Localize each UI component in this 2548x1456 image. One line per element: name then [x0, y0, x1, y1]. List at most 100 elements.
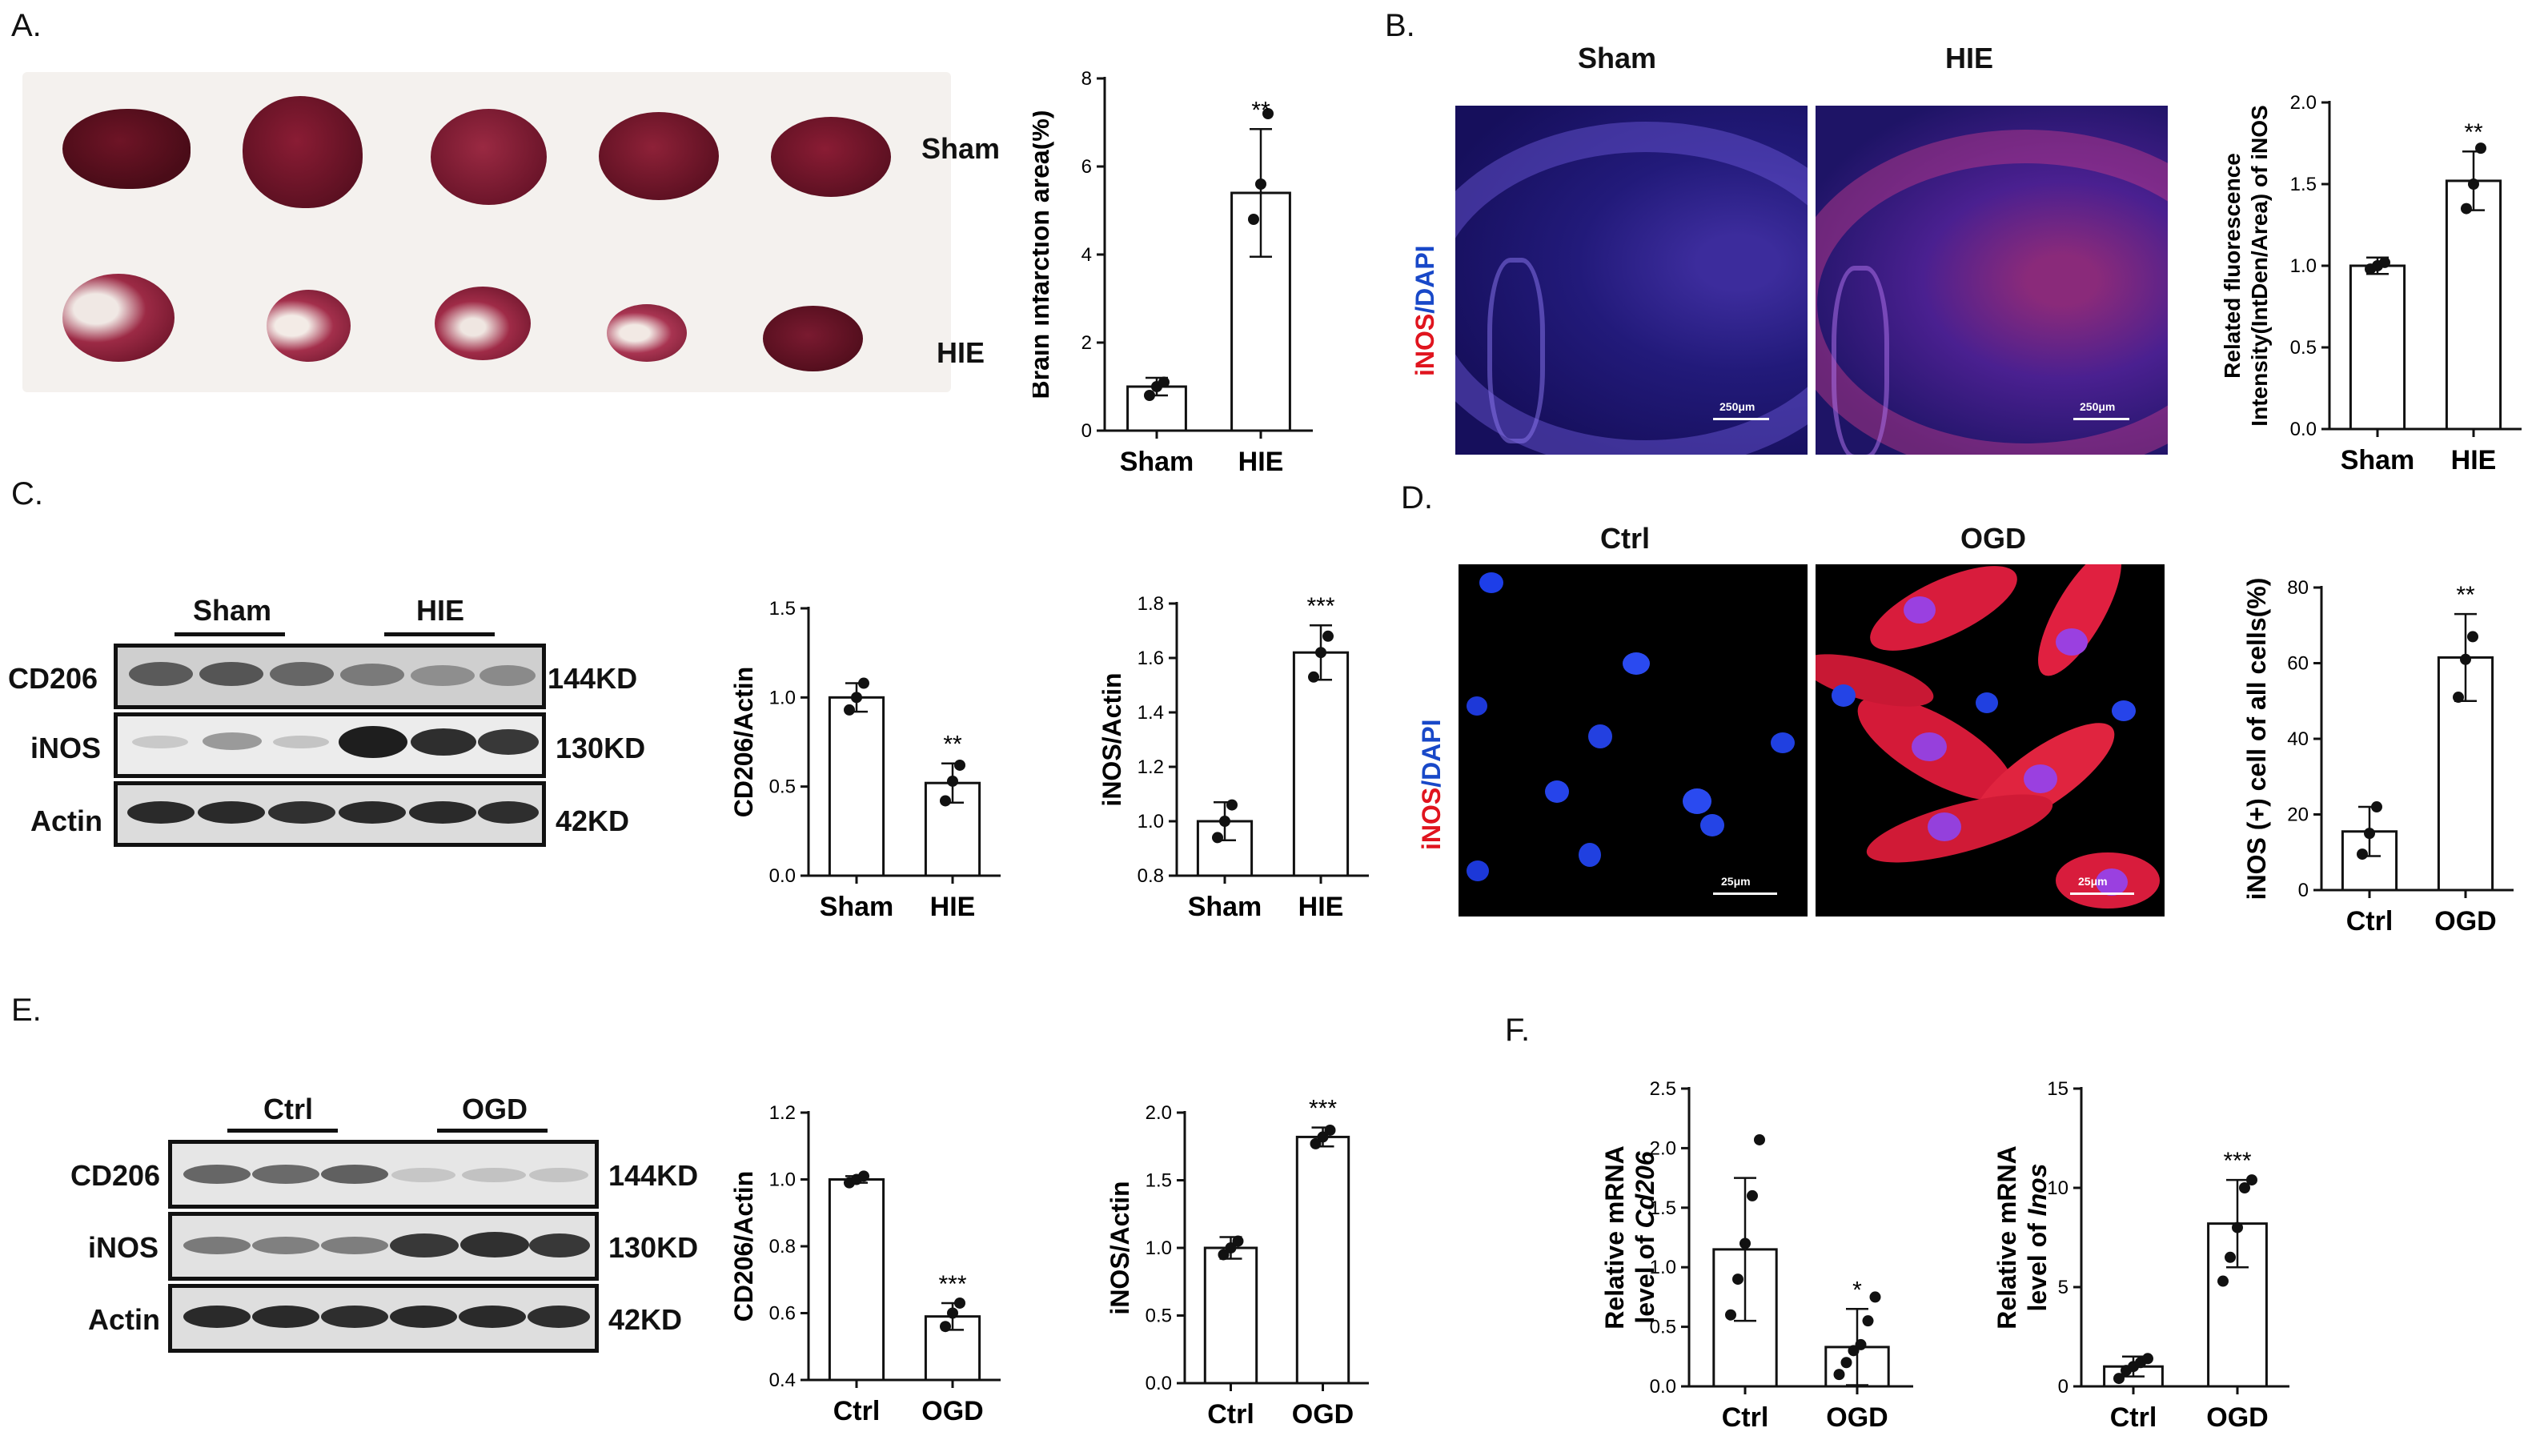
y-tick-label: 0 — [2058, 1376, 2068, 1398]
y-axis-label: Related fluorescence — [2220, 153, 2245, 379]
data-point — [1754, 1133, 1765, 1145]
y-tick-label: 4 — [1081, 244, 1092, 266]
scale-text: 25μm — [1721, 875, 1751, 888]
y-tick-label: 20 — [2287, 804, 2309, 826]
scale-bar — [2073, 418, 2129, 420]
data-point — [2217, 1275, 2229, 1287]
data-point — [1308, 671, 1319, 683]
chart-e-cd206: 0.4 0.6 0.8 1.0 1.2 Ctrl OGD *** CD206/Actin — [729, 1102, 1001, 1426]
bar — [2349, 264, 2406, 431]
data-point — [1862, 1315, 1874, 1327]
data-point — [844, 704, 855, 716]
data-point — [2246, 1174, 2257, 1186]
data-point — [851, 692, 862, 704]
y-tick-label: 0.5 — [1650, 1317, 1676, 1338]
y-tick-label: 1.5 — [1146, 1170, 1172, 1192]
group-label-sham: Sham — [192, 594, 272, 627]
size-label: 42KD — [608, 1303, 683, 1336]
group-label-ogd: OGD — [461, 1093, 528, 1125]
y-axis-label-text: level of — [1631, 1228, 1659, 1323]
tissue-layer — [1832, 266, 1889, 455]
data-point — [940, 795, 951, 807]
micrograph-sham: 250μm — [1455, 106, 1808, 455]
scale-text: 250μm — [2080, 400, 2116, 413]
y-tick-label: 0 — [1081, 420, 1092, 442]
brain-slice — [431, 109, 547, 205]
y-axis-label-gene: Cd206 — [1631, 1151, 1659, 1228]
data-point — [2467, 631, 2478, 643]
stain-blue: DAPI — [1410, 245, 1439, 307]
y-tick-label: 0.5 — [1146, 1306, 1172, 1327]
data-point — [1225, 1242, 1237, 1253]
y-tick-label: 0.8 — [1138, 865, 1164, 887]
y-tick-label: 15 — [2047, 1078, 2068, 1100]
bar — [828, 696, 885, 877]
data-point — [1262, 108, 1274, 119]
group-bar — [437, 1129, 548, 1133]
data-point — [2379, 256, 2390, 268]
scale-text: 25μm — [2078, 875, 2108, 888]
significance-mark: * — [1852, 1277, 1862, 1303]
blot-inos — [114, 712, 546, 778]
y-tick-label: 1.8 — [1138, 593, 1164, 615]
brain-slice — [435, 287, 531, 360]
y-tick-label: 2.5 — [1650, 1078, 1676, 1100]
bar — [828, 1178, 885, 1382]
data-point — [1310, 1137, 1322, 1149]
data-point — [1158, 376, 1170, 388]
data-point — [1226, 799, 1238, 811]
x-tick-label: Sham — [1120, 447, 1194, 477]
y-tick-label: 80 — [2287, 577, 2309, 599]
panel-d-label: D. — [1401, 480, 1433, 515]
tissue-layer — [1487, 258, 1545, 443]
image-title-hie: HIE — [1944, 42, 1993, 74]
protein-label: CD206 — [70, 1159, 161, 1192]
data-point — [2371, 801, 2382, 813]
y-tick-label: 40 — [2287, 728, 2309, 750]
data-point — [1725, 1309, 1736, 1321]
data-point — [1212, 832, 1223, 844]
row-label-sham: Sham — [921, 132, 1001, 165]
brain-slice — [763, 306, 863, 371]
y-tick-label: 1.2 — [769, 1102, 796, 1124]
data-point — [2232, 1221, 2243, 1233]
data-point — [1315, 647, 1326, 659]
chart-d-inos-cells: 0 20 40 60 80 Ctrl OGD ** iNOS (+) cell of all c… — [2242, 577, 2514, 937]
y-axis-label: iNOS (+) cell of all cells(%) — [2242, 578, 2271, 900]
y-tick-label: 5 — [2058, 1277, 2068, 1298]
image-title-ogd: OGD — [1960, 522, 2026, 555]
panel-b-label: B. — [1385, 8, 1415, 43]
stain-label-d: iNOS/DAPI — [1417, 674, 1449, 850]
y-tick-label: 1.0 — [2290, 255, 2317, 277]
significance-mark: ** — [943, 732, 962, 758]
size-label: 130KD — [556, 732, 646, 764]
size-label: 42KD — [556, 804, 630, 837]
significance-mark: *** — [938, 1271, 966, 1298]
x-tick-label: HIE — [2451, 445, 2497, 475]
protein-label: CD206 — [8, 662, 98, 695]
y-axis-label: level of Inos — [2023, 1164, 2052, 1312]
y-tick-label: 0.8 — [769, 1236, 796, 1257]
y-tick-label: 0.0 — [2290, 419, 2317, 440]
y-axis-label: Relative mRNA — [1992, 1145, 2021, 1329]
micrograph-ogd: 25μm — [1816, 564, 2165, 917]
data-point — [1833, 1369, 1845, 1381]
data-point — [1144, 390, 1155, 401]
data-point — [1855, 1338, 1867, 1350]
data-point — [940, 1321, 951, 1333]
blot-actin — [114, 781, 546, 847]
blot-actin — [168, 1284, 599, 1353]
micrograph-ctrl: 25μm — [1459, 564, 1808, 917]
data-point — [2453, 692, 2464, 704]
group-bar — [384, 632, 495, 636]
y-tick-label: 0.5 — [769, 776, 796, 798]
size-label: 144KD — [548, 662, 638, 695]
data-point — [1747, 1189, 1758, 1201]
blot-inos — [168, 1212, 599, 1281]
y-tick-label: 0.5 — [2290, 337, 2317, 359]
stain-sep: / — [1410, 306, 1439, 314]
stain-sep: / — [1417, 780, 1446, 788]
y-tick-label: 0.6 — [769, 1303, 796, 1325]
panel-c-label: C. — [11, 476, 43, 511]
x-tick-label: Ctrl — [833, 1396, 881, 1426]
